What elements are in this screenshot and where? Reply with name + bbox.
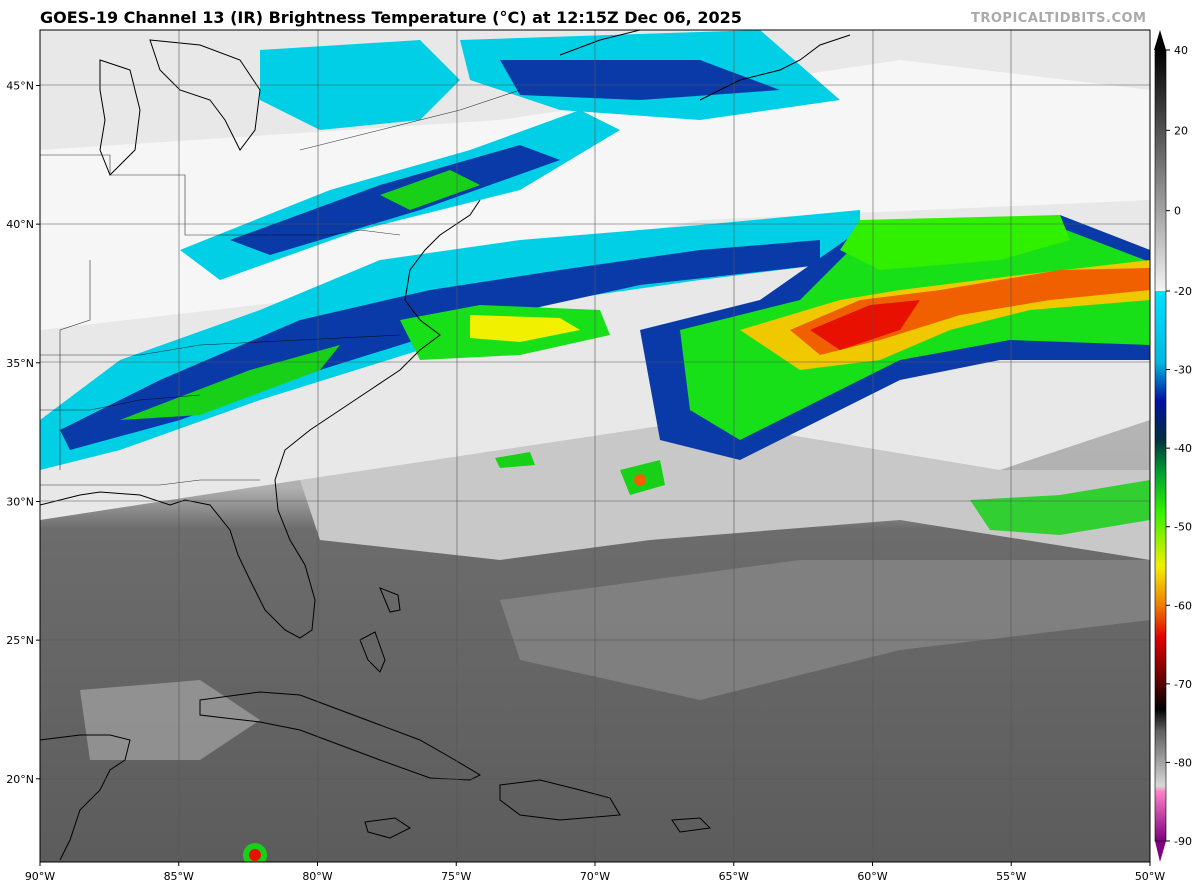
colorbar-label: 0 (1174, 205, 1181, 218)
lon-tick-label: 75°W (441, 870, 471, 883)
lat-tick-label: 45°N (6, 79, 34, 92)
political-borders (40, 89, 521, 486)
lon-tick-label: 90°W (25, 870, 55, 883)
colorbar-color-segment (1155, 291, 1166, 841)
ir-imagery (40, 30, 1150, 862)
latitude-axis: 20°N 25°N 30°N 35°N 40°N 45°N (6, 79, 40, 786)
lon-tick-label: 60°W (857, 870, 887, 883)
lat-tick-label: 35°N (6, 357, 34, 370)
colorbar-label: -40 (1174, 442, 1192, 455)
lat-tick-label: 40°N (6, 218, 34, 231)
colorbar-label: -80 (1174, 756, 1192, 769)
colorbar-label: 40 (1174, 44, 1188, 57)
lon-tick-label: 70°W (580, 870, 610, 883)
lat-tick-label: 30°N (6, 495, 34, 508)
colorbar-label: -30 (1174, 364, 1192, 377)
colorbar-label: 20 (1174, 124, 1188, 137)
lon-tick-label: 80°W (302, 870, 332, 883)
colorbar-label: -50 (1174, 521, 1192, 534)
lat-tick-label: 25°N (6, 634, 34, 647)
lon-tick-label: 55°W (996, 870, 1026, 883)
graticule (40, 30, 1150, 862)
longitude-axis: 90°W 85°W 80°W 75°W 70°W 65°W 60°W 55°W 50°W (25, 862, 1165, 883)
colorbar-label: -70 (1174, 678, 1192, 691)
lat-tick-label: 20°N (6, 773, 34, 786)
lon-tick-label: 65°W (719, 870, 749, 883)
map-title: GOES-19 Channel 13 (IR) Brightness Tempe… (40, 8, 742, 27)
colorbar: 40 20 0 -20 -30 -40 -50 -60 -70 -80 -90 (1154, 30, 1192, 862)
colorbar-gray-segment (1155, 50, 1166, 291)
colorbar-label: -60 (1174, 599, 1192, 612)
lon-tick-label: 50°W (1135, 870, 1165, 883)
coastlines (40, 30, 851, 861)
source-credit: TROPICALTIDBITS.COM (971, 11, 1147, 26)
lon-tick-label: 85°W (164, 870, 194, 883)
colorbar-label: -90 (1174, 835, 1192, 848)
colorbar-label: -20 (1174, 285, 1192, 298)
